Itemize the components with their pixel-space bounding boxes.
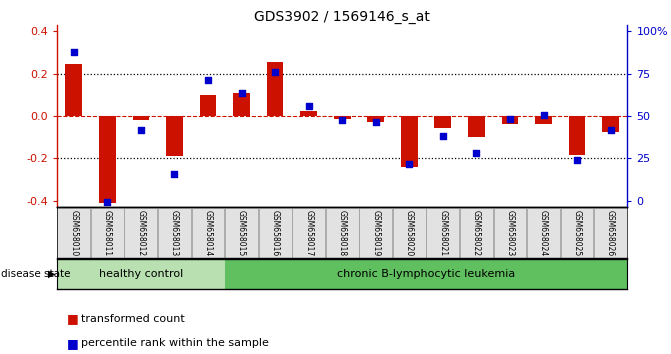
Bar [57, 259, 225, 289]
Text: GSM658025: GSM658025 [572, 210, 582, 256]
Bar [99, 116, 116, 203]
FancyBboxPatch shape [427, 207, 460, 258]
FancyBboxPatch shape [494, 207, 526, 258]
Point [236, 90, 247, 96]
Point [572, 158, 582, 163]
Bar [267, 62, 283, 116]
Text: ▶: ▶ [48, 269, 56, 279]
Bar [603, 116, 619, 132]
Bar [133, 116, 150, 120]
Bar [225, 259, 627, 289]
Point [102, 199, 113, 205]
Text: transformed count: transformed count [81, 314, 185, 324]
Bar [368, 116, 384, 122]
Point [337, 117, 348, 123]
Bar [66, 64, 83, 116]
FancyBboxPatch shape [595, 207, 627, 258]
Text: chronic B-lymphocytic leukemia: chronic B-lymphocytic leukemia [337, 269, 515, 279]
Point [404, 161, 415, 166]
Bar [535, 116, 552, 124]
Bar [435, 116, 451, 127]
Text: GSM658019: GSM658019 [371, 210, 380, 256]
FancyBboxPatch shape [293, 207, 325, 258]
Bar [401, 116, 417, 167]
FancyBboxPatch shape [225, 207, 258, 258]
Bar [334, 116, 351, 119]
FancyBboxPatch shape [125, 207, 158, 258]
FancyBboxPatch shape [192, 207, 224, 258]
Text: GSM658013: GSM658013 [170, 210, 179, 256]
Text: GSM658020: GSM658020 [405, 210, 414, 256]
Text: GSM658011: GSM658011 [103, 210, 112, 256]
Title: GDS3902 / 1569146_s_at: GDS3902 / 1569146_s_at [254, 10, 430, 24]
Point [203, 77, 213, 83]
Text: healthy control: healthy control [99, 269, 183, 279]
Text: ■: ■ [67, 337, 79, 350]
Text: GSM658022: GSM658022 [472, 210, 481, 256]
Bar [569, 116, 586, 155]
Text: GSM658014: GSM658014 [203, 210, 213, 256]
Point [169, 171, 180, 177]
Bar [502, 116, 519, 124]
Point [605, 127, 616, 132]
Text: GSM658026: GSM658026 [606, 210, 615, 256]
Point [471, 150, 482, 156]
Text: GSM658018: GSM658018 [338, 210, 347, 256]
Bar [234, 93, 250, 116]
Point [370, 119, 381, 125]
Text: GSM658015: GSM658015 [237, 210, 246, 256]
FancyBboxPatch shape [460, 207, 493, 258]
Text: GSM658012: GSM658012 [136, 210, 146, 256]
FancyBboxPatch shape [393, 207, 426, 258]
Point [303, 104, 314, 109]
Bar [301, 111, 317, 116]
Text: GSM658021: GSM658021 [438, 210, 448, 256]
Bar [200, 95, 216, 116]
Text: GSM658017: GSM658017 [304, 210, 313, 256]
Bar [468, 116, 484, 137]
FancyBboxPatch shape [259, 207, 292, 258]
FancyBboxPatch shape [561, 207, 594, 258]
Text: GSM658016: GSM658016 [270, 210, 280, 256]
Point [505, 116, 515, 122]
Text: GSM658023: GSM658023 [505, 210, 515, 256]
Text: GSM658024: GSM658024 [539, 210, 548, 256]
Point [270, 70, 280, 75]
Text: ■: ■ [67, 312, 79, 325]
FancyBboxPatch shape [91, 207, 124, 258]
FancyBboxPatch shape [360, 207, 393, 258]
FancyBboxPatch shape [158, 207, 191, 258]
Point [538, 112, 549, 118]
Bar [166, 116, 183, 156]
Text: disease state: disease state [1, 269, 70, 279]
FancyBboxPatch shape [58, 207, 90, 258]
Text: GSM658010: GSM658010 [69, 210, 79, 256]
FancyBboxPatch shape [326, 207, 359, 258]
Text: percentile rank within the sample: percentile rank within the sample [81, 338, 268, 348]
FancyBboxPatch shape [527, 207, 560, 258]
Point [136, 127, 146, 132]
Point [68, 50, 79, 55]
Point [437, 133, 448, 139]
